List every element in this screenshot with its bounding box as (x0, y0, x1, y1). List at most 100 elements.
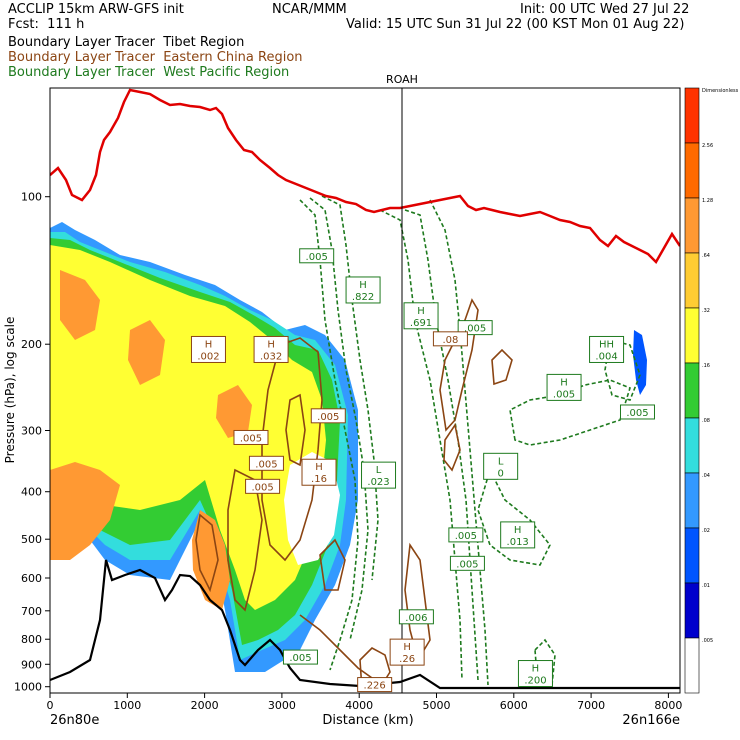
china-contour-label: .005 (310, 408, 346, 424)
colorbar-swatch (684, 472, 700, 529)
colorbar: Dimensionless 2.56 1.28 .64 .32 .16 .08 .04 .02.… (684, 87, 739, 694)
label-letter: H (560, 377, 568, 388)
label-value: .005 (626, 408, 648, 419)
label-value: .005 (553, 389, 575, 400)
y-tick-label: 800 (21, 633, 42, 646)
header-forecast-hour: Fcst: 111 h (8, 17, 85, 32)
colorbar-label: .005 (702, 638, 713, 644)
title-eastern-china: Boundary Layer Tracer Eastern China Regi… (8, 50, 303, 65)
colorbar-swatch (684, 362, 700, 419)
y-tick-label: 900 (21, 658, 42, 671)
label-value: .002 (197, 351, 219, 362)
label-letter: H (514, 525, 522, 536)
china-contour-label: H.032 (253, 335, 289, 363)
colorbar-swatch (684, 197, 700, 254)
shade-orange-3 (60, 270, 100, 340)
label-value: .005 (251, 482, 273, 493)
label-letter: H (315, 462, 323, 473)
shade-white-gap (52, 585, 76, 615)
china-contour-label: .08 (432, 331, 468, 347)
label-value: .005 (456, 559, 478, 570)
y-tick-label: 1000 (14, 681, 42, 694)
header-init-model: ACCLIP 15km ARW-GFS init (8, 2, 184, 17)
china-contour-3 (195, 513, 219, 593)
china-contour-label: H.16 (301, 458, 337, 486)
china-contour-label: .005 (233, 429, 269, 445)
wpac-contour-6 (429, 199, 489, 686)
plot-frame (49, 87, 681, 694)
china-contour-label: .005 (245, 478, 281, 494)
y-tick-label: 500 (21, 533, 42, 546)
wpac-contour-label: H.013 (500, 521, 536, 549)
colorbar-swatch (684, 527, 700, 584)
china-contour-label: .226 (357, 677, 393, 693)
shade-orange-5 (216, 385, 252, 438)
label-letter: H (205, 339, 213, 350)
wpac-contour-label: H.691 (403, 302, 439, 330)
colorbar-label: .01 (702, 583, 710, 589)
label-value: .005 (306, 252, 328, 263)
colorbar-swatch (684, 417, 700, 474)
china-contour-6 (491, 348, 513, 386)
colorbar-label: .08 (702, 418, 710, 424)
y-tick-label: 100 (21, 191, 42, 204)
colorbar-label: Dimensionless (702, 88, 739, 94)
label-letter: H (403, 642, 411, 653)
y-tick-label: 600 (21, 572, 42, 585)
colorbar-label: 1.28 (702, 198, 713, 204)
label-letter: L (498, 456, 504, 467)
header-institution: NCAR/MMM (272, 2, 347, 17)
label-value: .005 (255, 459, 277, 470)
shade-blue-spot (633, 330, 647, 395)
wpac-contour-label: H.005 (546, 373, 582, 401)
x-tick-label: 7000 (577, 699, 605, 712)
label-value: .013 (507, 537, 529, 548)
label-value: .08 (442, 335, 458, 346)
colorbar-label: .64 (702, 253, 710, 259)
x-tick-label: 6000 (500, 699, 528, 712)
wpac-contour-9 (534, 638, 556, 689)
label-letter: H (417, 306, 425, 317)
x-axis-label: Distance (km) (322, 713, 413, 728)
wpac-contours (299, 195, 641, 689)
y-tick-label: 300 (21, 424, 42, 437)
label-letter: L (376, 465, 382, 476)
colorbar-swatch (684, 582, 700, 639)
colorbar-swatch (684, 142, 700, 199)
colorbar-label: 2.56 (702, 143, 713, 149)
wpac-contour-4 (379, 209, 463, 681)
china-contour-5 (439, 298, 479, 432)
wpac-contour-label: .005 (619, 404, 655, 420)
wpac-contour-2 (309, 197, 369, 641)
x-tick-label: 4000 (345, 699, 373, 712)
y-axis: 100 200 300 400 500 600 700 800 900 1000 (14, 191, 50, 694)
contour-labels: H.822H.691.005.005L.023L0.005H.013.005H.… (190, 248, 655, 693)
label-value: 0 (497, 468, 503, 479)
wpac-contour-7 (509, 379, 631, 446)
wpac-contour-label: .005 (448, 527, 484, 543)
colorbar-swatch (684, 307, 700, 364)
x-axis: 0 1000 2000 3000 4000 5000 6000 7000 8000 (47, 693, 682, 712)
title-west-pacific: Boundary Layer Tracer West Pacific Regio… (8, 65, 290, 80)
label-value: .032 (260, 351, 282, 362)
x-tick-label: 0 (47, 699, 54, 712)
colorbar-swatch (684, 252, 700, 309)
china-contour-label: H.26 (389, 638, 425, 666)
title-tibet: Boundary Layer Tracer Tibet Region (8, 35, 245, 50)
label-value: .691 (410, 318, 432, 329)
y-tick-label: 700 (21, 605, 42, 618)
terrain-line (50, 559, 680, 690)
label-value: .005 (240, 433, 262, 444)
wpac-contour-label: L0 (483, 452, 519, 480)
label-value: .16 (311, 474, 327, 485)
wpac-contour-label: .005 (457, 320, 493, 336)
wpac-contour-label: H.822 (345, 276, 381, 304)
label-letter: H (267, 339, 275, 350)
label-letter: H (532, 664, 540, 675)
y-tick-label: 400 (21, 486, 42, 499)
label-value: .005 (289, 653, 311, 664)
x-tick-label: 2000 (191, 699, 219, 712)
colorbar-label: .16 (702, 363, 710, 369)
shade-orange-4 (128, 320, 165, 385)
label-value: .26 (399, 654, 415, 665)
